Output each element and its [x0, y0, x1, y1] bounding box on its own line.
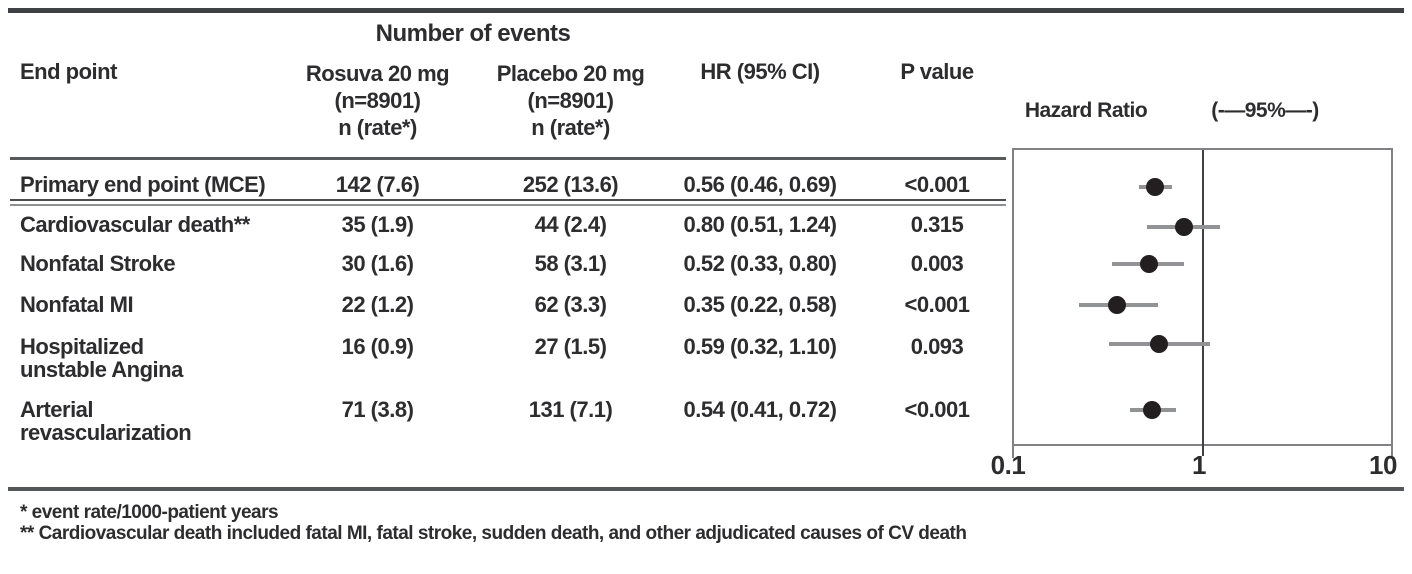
hr-cell: 0.80 (0.51, 1.24) [683, 212, 837, 237]
rosuva-cell: 35 (1.9) [341, 212, 414, 237]
placebo-cell: 131 (7.1) [528, 397, 613, 422]
footnote-cv-death: ** Cardiovascular death included fatal M… [20, 523, 967, 544]
footnote-event-rate: * event rate/1000-patient years [20, 502, 279, 523]
group-header-number-of-events: Number of events [375, 20, 571, 47]
hr-point [1139, 255, 1158, 273]
column-header-rosuva: Rosuva 20 mg (n=8901) n (rate*) [295, 60, 460, 141]
rosuva-cell: 71 (3.8) [341, 397, 414, 422]
endpoint-cell: Primary end point (MCE) [20, 172, 266, 197]
pvalue-cell: 0.315 [910, 212, 964, 237]
pvalue-cell: 0.003 [910, 251, 964, 276]
hr-point [1107, 296, 1126, 314]
rosuva-cell: 30 (1.6) [341, 251, 414, 276]
placebo-header-line2: (n=8901) [527, 88, 614, 113]
axis-tick-0.1 [1012, 446, 1014, 458]
hr-cell: 0.56 (0.46, 0.69) [683, 172, 837, 197]
pvalue-cell: <0.001 [904, 172, 970, 197]
hr-cell: 0.52 (0.33, 0.80) [683, 251, 837, 276]
rosuva-cell: 16 (0.9) [341, 334, 414, 359]
pvalue-cell: <0.001 [904, 397, 970, 422]
reference-line-hr1 [1201, 150, 1204, 456]
endpoint-cell: Arterial revascularization [20, 397, 192, 445]
axis-label-1: 1 [1192, 450, 1206, 480]
column-header-endpoint: End point [20, 59, 117, 84]
rosuva-cell: 142 (7.6) [335, 172, 420, 197]
plot-title-hazard-ratio: Hazard Ratio [1024, 99, 1148, 122]
pvalue-cell: <0.001 [904, 292, 970, 317]
placebo-cell: 58 (3.1) [534, 251, 607, 276]
hr-point [1175, 218, 1194, 236]
hr-point [1143, 401, 1162, 419]
placebo-cell: 62 (3.3) [534, 292, 607, 317]
endpoint-cell: Nonfatal MI [20, 292, 134, 317]
placebo-header-line3: n (rate*) [531, 115, 610, 140]
header-rule [10, 157, 1006, 160]
endpoint-cell: Cardiovascular death** [20, 212, 250, 237]
top-rule [8, 8, 1404, 13]
endpoint-cell: Hospitalized unstable Angina [20, 334, 183, 382]
rosuva-header-line1: Rosuva 20 mg [305, 61, 450, 86]
rosuva-header-line3: n (rate*) [338, 115, 417, 140]
column-header-pvalue: P value [900, 59, 974, 84]
hr-cell: 0.54 (0.41, 0.72) [683, 397, 837, 422]
placebo-cell: 252 (13.6) [522, 172, 619, 197]
hr-cell: 0.35 (0.22, 0.58) [683, 292, 837, 317]
endpoint-cell: Nonfatal Stroke [20, 251, 176, 276]
plot-ci-header: (-—95%—-) [1211, 99, 1319, 122]
bottom-rule [8, 487, 1404, 491]
axis-tick-10 [1391, 446, 1393, 458]
hr-point [1150, 335, 1169, 353]
hr-cell: 0.59 (0.32, 1.10) [683, 334, 837, 359]
placebo-header-line1: Placebo 20 mg [496, 61, 645, 86]
column-header-placebo: Placebo 20 mg (n=8901) n (rate*) [488, 60, 653, 141]
axis-label-0.1: 0.1 [990, 450, 1026, 480]
pvalue-cell: 0.093 [910, 334, 964, 359]
hr-point [1146, 178, 1165, 196]
axis-label-10: 10 [1369, 450, 1397, 480]
primary-row-double-rule [10, 199, 1006, 206]
rosuva-header-line2: (n=8901) [334, 88, 421, 113]
placebo-cell: 44 (2.4) [534, 212, 607, 237]
column-header-hr: HR (95% CI) [700, 59, 820, 84]
placebo-cell: 27 (1.5) [534, 334, 607, 359]
forest-plot-area [1012, 148, 1393, 458]
rosuva-cell: 22 (1.2) [341, 292, 414, 317]
